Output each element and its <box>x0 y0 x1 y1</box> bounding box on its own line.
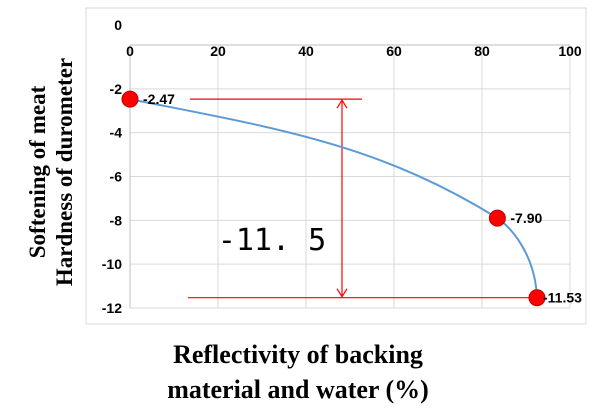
series-line <box>129 98 538 298</box>
data-label: -11.53 <box>543 290 582 306</box>
y-tick-label: -10 <box>102 256 122 272</box>
annotation-arrow-head-top <box>336 99 348 109</box>
x-tick-label: 0 <box>126 43 134 59</box>
gridlines <box>85 7 587 325</box>
x-axis-title: Reflectivity of backing material and wat… <box>167 340 429 404</box>
data-label: -7.90 <box>510 210 542 226</box>
x-tick-label: 80 <box>474 43 490 59</box>
data-labels: -2.47 -7.90 -11.53 <box>143 91 582 306</box>
data-point-marker <box>488 209 506 227</box>
y-tick-label: -4 <box>110 125 123 141</box>
annotation-label: -11. 5 <box>218 223 326 258</box>
tick-labels: 0 20 40 60 80 100 0 -2 -4 -6 -8 -10 -12 <box>102 17 582 316</box>
axes <box>129 44 570 308</box>
y-tick-label: -6 <box>110 169 123 185</box>
data-point-marker <box>528 289 546 307</box>
y-tick-label: 0 <box>114 17 122 33</box>
y-axis-title-line-2: Hardness of durometer <box>52 58 77 286</box>
series <box>121 90 546 307</box>
y-tick-label: -2 <box>110 81 123 97</box>
x-axis-title-line-1: Reflectivity of backing <box>173 340 423 369</box>
annotation: -11. 5 <box>188 98 537 299</box>
x-axis-title-line-2: material and water (%) <box>167 375 429 404</box>
y-tick-label: -12 <box>102 300 122 316</box>
annotation-arrow-head-bottom <box>336 288 348 298</box>
plot-border <box>85 7 587 325</box>
y-axis-title: Softening of meat Hardness of durometer <box>25 58 77 286</box>
x-tick-label: 60 <box>386 43 402 59</box>
y-tick-label: -8 <box>110 212 123 228</box>
data-point-marker <box>121 90 139 108</box>
x-tick-label: 40 <box>298 43 314 59</box>
data-label: -2.47 <box>143 91 175 107</box>
y-axis-title-line-1: Softening of meat <box>25 85 50 258</box>
x-tick-label: 20 <box>210 43 226 59</box>
x-tick-label: 100 <box>558 43 582 59</box>
